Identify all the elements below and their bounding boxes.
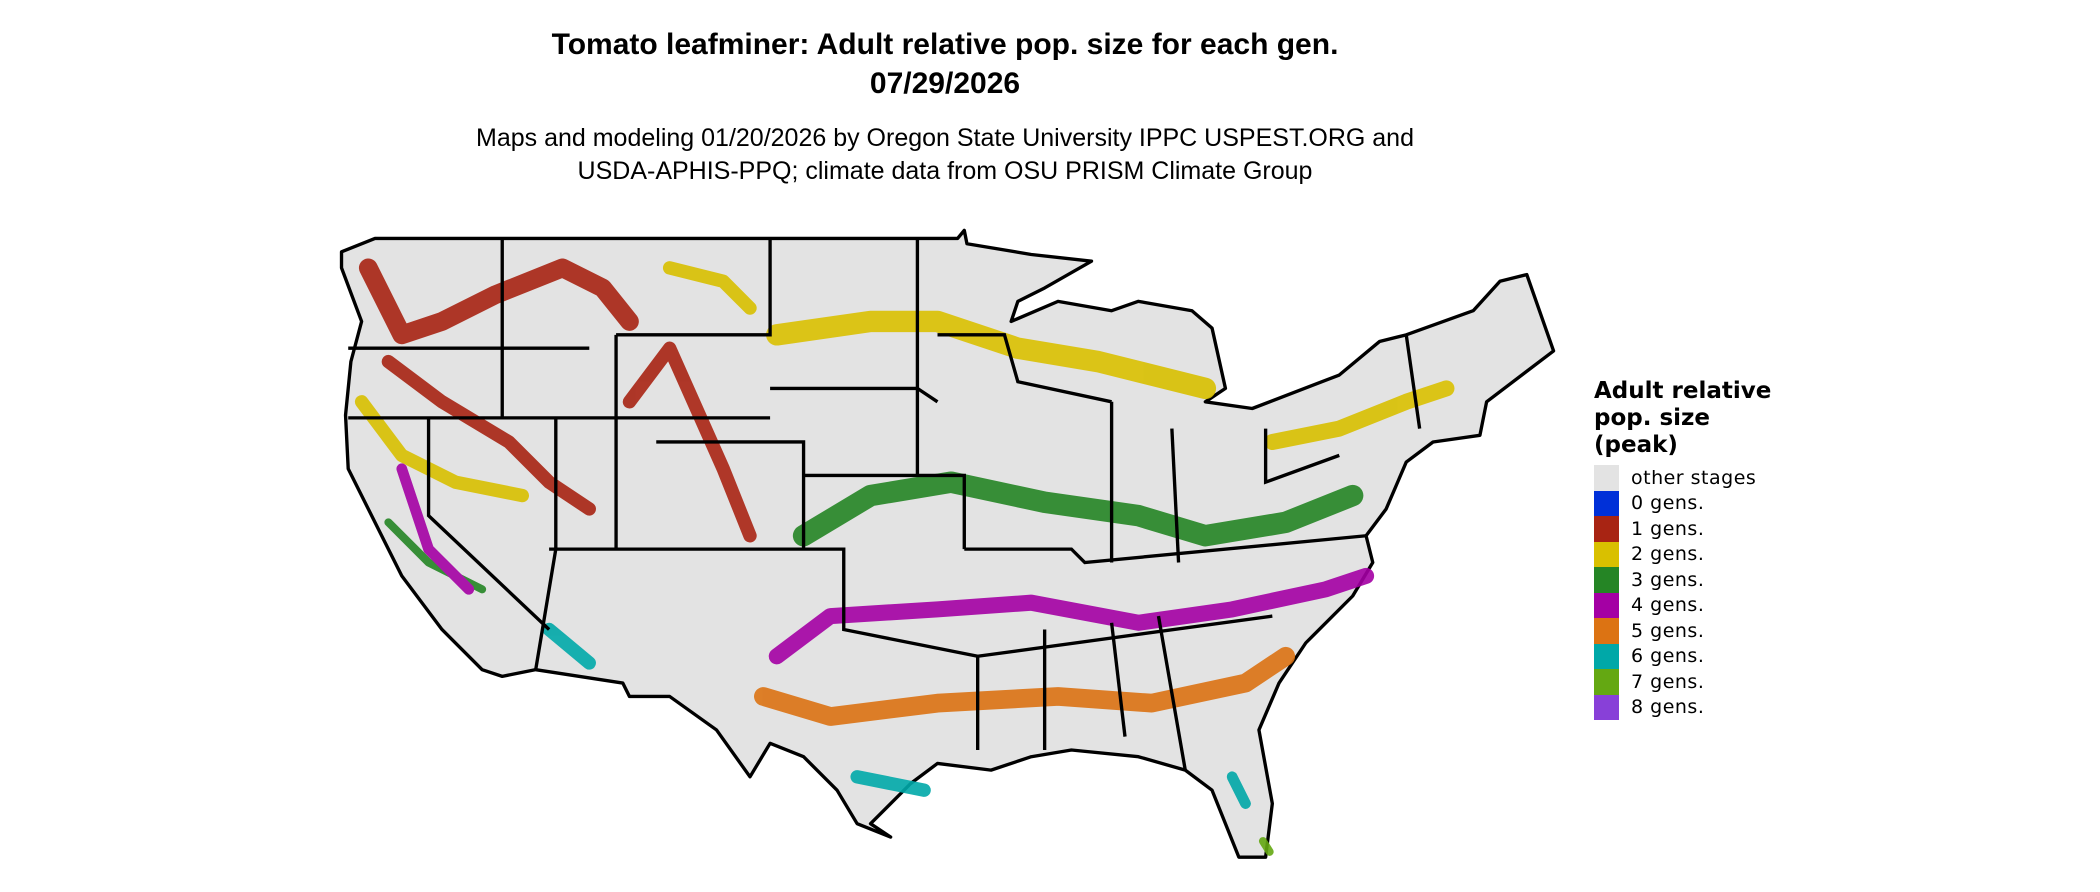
legend-label: 6 gens. (1631, 645, 1705, 668)
state-borders (348, 238, 1422, 771)
legend-item: 8 gens. (1594, 694, 1794, 720)
subtitle-line-2: USDA-APHIS-PPQ; climate data from OSU PR… (577, 157, 1313, 185)
legend-swatch (1594, 643, 1619, 669)
legend-label: other stages (1631, 466, 1757, 489)
legend-label: 8 gens. (1631, 696, 1705, 719)
generation-band (754, 646, 1296, 726)
subtitle-line-1: Maps and modeling 01/20/2026 by Oregon S… (476, 124, 1414, 152)
generation-band (542, 622, 596, 670)
legend-swatch (1594, 618, 1619, 644)
legend-swatch (1594, 592, 1619, 618)
legend-item: 0 gens. (1594, 490, 1794, 516)
legend-label: 1 gens. (1631, 517, 1705, 540)
legend-label: 3 gens. (1631, 568, 1705, 591)
legend-item: 6 gens. (1594, 643, 1794, 669)
map-date: 07/29/2026 (869, 67, 1021, 100)
generation-band (358, 258, 639, 345)
legend-label: 2 gens. (1631, 543, 1705, 566)
generation-band (768, 567, 1375, 665)
legend-item: 3 gens. (1594, 567, 1794, 593)
generation-band (381, 354, 596, 516)
generation-band (1264, 380, 1455, 451)
legend-title-line: Adult relative (1594, 378, 1772, 404)
generation-band (1226, 771, 1251, 809)
legend-item: 1 gens. (1594, 516, 1794, 542)
legend-item: other stages (1594, 465, 1794, 491)
legend-swatch (1594, 669, 1619, 695)
legend-label: 5 gens. (1631, 619, 1705, 642)
legend-title-line: pop. size (1594, 405, 1711, 431)
generation-band (1258, 837, 1274, 856)
legend-swatch (1594, 465, 1619, 491)
legend-swatch (1594, 541, 1619, 567)
generation-band (662, 261, 757, 315)
legend-swatch (1594, 490, 1619, 516)
legend-label: 0 gens. (1631, 492, 1705, 515)
generation-band (396, 463, 475, 595)
legend-label: 7 gens. (1631, 670, 1705, 693)
legend-swatch (1594, 567, 1619, 593)
map-title: Tomato leafminer: Adult relative pop. si… (551, 28, 1339, 61)
legend-item: 7 gens. (1594, 669, 1794, 695)
legend-swatch (1594, 516, 1619, 542)
legend-title: Adult relative pop. size (peak) (1594, 378, 1794, 459)
legend: Adult relative pop. size (peak) other st… (1594, 378, 1794, 720)
legend-swatch (1594, 694, 1619, 720)
legend-item: 4 gens. (1594, 592, 1794, 618)
generation-band (622, 341, 757, 543)
legend-title-line: (peak) (1594, 432, 1678, 458)
legend-item: 5 gens. (1594, 618, 1794, 644)
generation-band (850, 770, 931, 797)
legend-item: 2 gens. (1594, 541, 1794, 567)
legend-label: 4 gens. (1631, 594, 1705, 617)
generation-band (792, 471, 1364, 547)
